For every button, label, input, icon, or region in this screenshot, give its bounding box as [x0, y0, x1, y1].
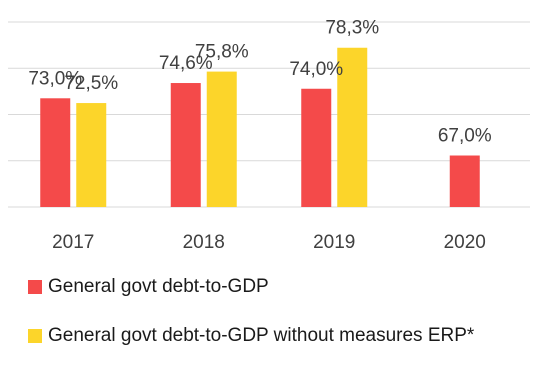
data-label: 73,0% [28, 68, 82, 89]
data-labels: 73,0%72,5% 74,6%75,8% 74,0% 78,3% 67,0% [28, 18, 491, 147]
x-tick-label: 2018 [183, 232, 225, 253]
bar [76, 103, 107, 207]
x-tick-labels: 2017 2018 2019 2020 [52, 232, 486, 253]
bar [301, 88, 332, 207]
x-tick-label: 2019 [313, 232, 355, 253]
data-label: 74,6% [159, 53, 213, 74]
data-label: 78,3% [325, 18, 379, 39]
legend-item-debt: General govt debt-to-GDP [28, 276, 474, 298]
bar [170, 83, 201, 207]
legend-swatch-debt [28, 280, 42, 294]
bar-chart: 73,0%72,5% 74,6%75,8% 74,0% 78,3% 67,0% 2017… [8, 18, 530, 253]
bar [449, 155, 480, 207]
data-label: 75,8% [195, 42, 249, 63]
bar [206, 71, 237, 207]
data-label: 67,0% [438, 126, 492, 147]
legend-swatch-debt-without-erp [28, 329, 42, 343]
x-tick-label: 2017 [52, 232, 94, 253]
legend: General govt debt-to-GDP General govt de… [28, 276, 474, 374]
legend-label-debt-without-erp: General govt debt-to-GDP without measure… [48, 325, 475, 346]
data-label: 72,5% [64, 73, 118, 94]
bar [40, 98, 71, 207]
data-label: 74,0% [289, 59, 343, 80]
bars [40, 47, 480, 207]
legend-item-debt-without-erp: General govt debt-to-GDP without measure… [28, 325, 474, 347]
bar [337, 47, 368, 207]
legend-label-debt: General govt debt-to-GDP [48, 276, 269, 297]
x-tick-label: 2020 [444, 232, 486, 253]
